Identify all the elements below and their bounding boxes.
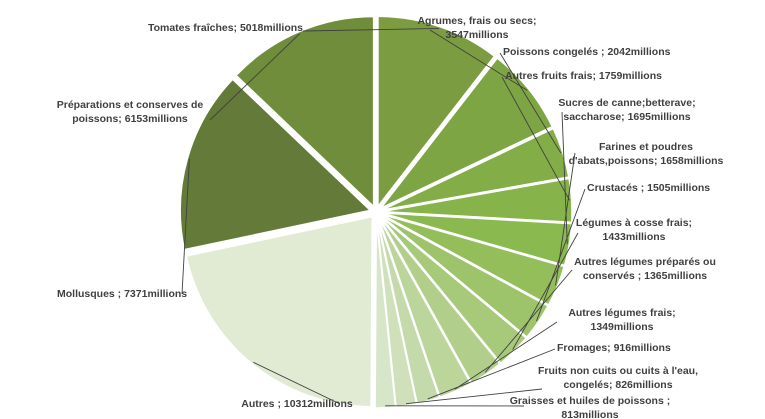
- leader-line: [499, 52, 562, 154]
- slice-label: Graisses et huiles de poissons ; 813milli…: [510, 395, 670, 419]
- pie-slice: [380, 57, 554, 209]
- pie-slice: [377, 217, 472, 399]
- slice-label: Agrumes, frais ou secs; 3547millions: [417, 15, 536, 41]
- pie-slice: [379, 215, 528, 365]
- pie-slice: [377, 15, 496, 209]
- leader-line: [536, 188, 586, 322]
- leader-line: [512, 232, 579, 350]
- leader-line: [302, 28, 439, 32]
- slice-label: Sucres de canne;betterave; saccharose; 16…: [558, 97, 695, 123]
- slice-label: Fromages; 916millions: [557, 342, 671, 354]
- pie-slice: [179, 78, 372, 251]
- pie-slice: [380, 214, 549, 339]
- slice-label: Poissons congelés ; 2042millions: [503, 46, 671, 58]
- pie-slice: [381, 177, 573, 224]
- leader-line: [501, 76, 571, 201]
- slice-label: Crustacés ; 1505millions: [587, 182, 710, 194]
- slice-labels: Tomates fraîches; 5018millions Agrumes, f…: [57, 15, 724, 419]
- slice-label: Fruits non cuits ou cuits à l'eau, congel…: [538, 365, 698, 391]
- leader-lines: [181, 28, 586, 407]
- pie-slices: [179, 15, 573, 409]
- slice-label: Tomates fraîches; 5018millions: [148, 22, 303, 34]
- leader-line: [561, 111, 568, 245]
- leader-line: [253, 361, 341, 405]
- slice-label: Préparations et conserves de poissons; 61…: [57, 99, 204, 125]
- pie-slice: [374, 217, 397, 409]
- slice-label: Farines et poudres d'abats,poissons; 1658…: [569, 141, 724, 167]
- leader-line: [405, 388, 543, 405]
- pie-slice: [381, 212, 573, 267]
- leader-line: [429, 29, 528, 91]
- leader-line: [454, 321, 558, 390]
- pie-slice: [381, 127, 570, 211]
- slice-label: Autres légumes frais; 1349millions: [568, 307, 675, 333]
- leader-line: [427, 348, 556, 400]
- leader-line: [484, 269, 573, 373]
- slice-label: Autres fruits frais; 1759millions: [505, 70, 662, 82]
- leader-line: [181, 159, 190, 295]
- slice-label: Légumes à cosse frais; 1433millions: [576, 217, 692, 243]
- pie-slice: [378, 216, 501, 385]
- pie-slice: [185, 215, 373, 408]
- slice-label: Autres ; 10312millions: [241, 398, 353, 410]
- slice-label: Autres légumes préparés ou conservés ; 13…: [574, 256, 716, 282]
- slice-label: Mollusques ; 7371millions: [57, 288, 187, 300]
- pie-slice: [381, 213, 566, 306]
- pie-slice: [235, 15, 375, 209]
- leader-line: [555, 152, 576, 286]
- leader-line: [209, 33, 300, 121]
